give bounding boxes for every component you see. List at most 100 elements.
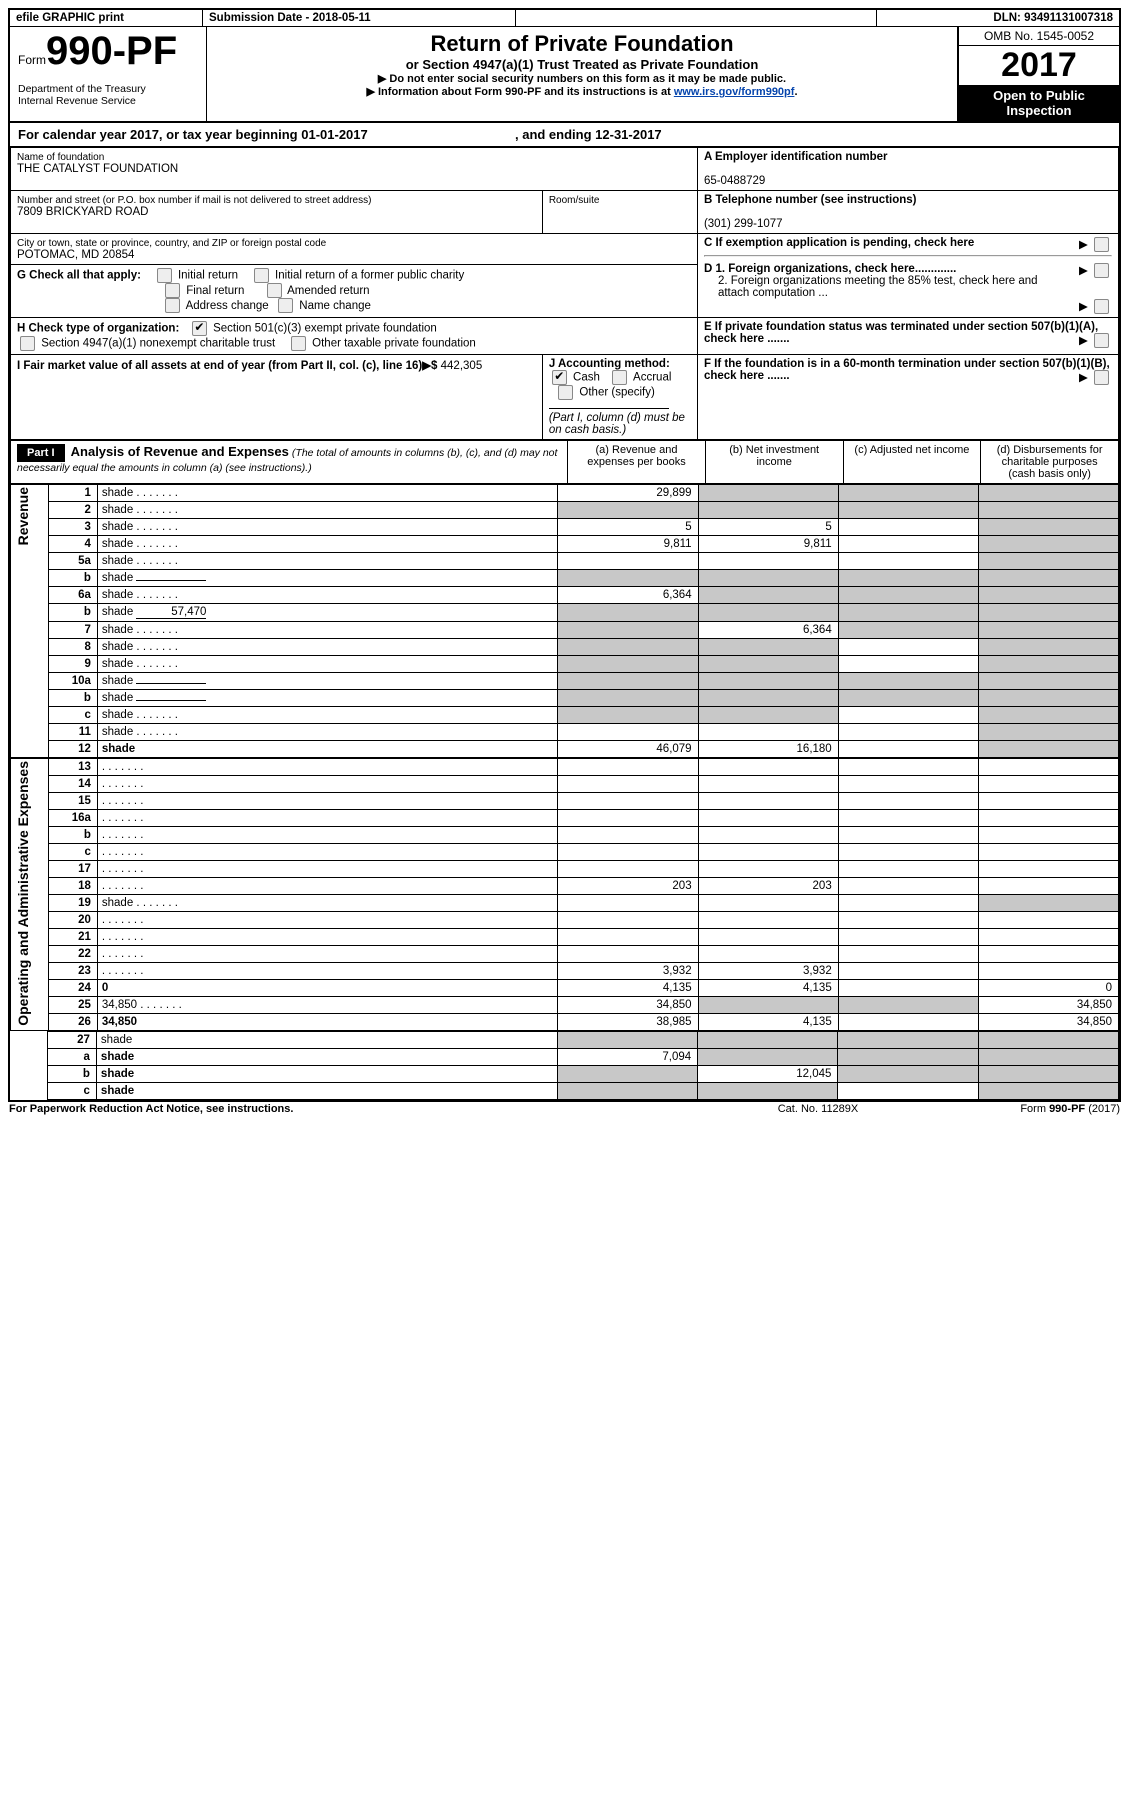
value-cell xyxy=(838,603,978,621)
line-description: . . . . . . . xyxy=(97,826,558,843)
address-change-checkbox[interactable] xyxy=(165,298,180,313)
4947-checkbox[interactable] xyxy=(20,336,35,351)
line-number: 2 xyxy=(49,501,98,518)
line-row: 22 . . . . . . . xyxy=(11,945,1119,962)
amended-checkbox[interactable] xyxy=(267,283,282,298)
accrual-checkbox[interactable] xyxy=(612,370,627,385)
line-number: 17 xyxy=(49,860,98,877)
form-title: Return of Private Foundation xyxy=(215,31,949,57)
value-cell xyxy=(978,1065,1118,1082)
line-row: 8shade . . . . . . . xyxy=(11,638,1119,655)
cash-checkbox[interactable] xyxy=(552,370,567,385)
line-row: 2404,1354,1350 xyxy=(11,979,1119,996)
final-return-checkbox[interactable] xyxy=(165,283,180,298)
line-row: 18 . . . . . . .203203 xyxy=(11,877,1119,894)
line-description: 34,850 . . . . . . . xyxy=(97,996,558,1013)
line-number: a xyxy=(48,1048,97,1065)
value-cell xyxy=(698,996,838,1013)
value-cell xyxy=(838,501,978,518)
line-number: b xyxy=(48,1065,97,1082)
f-checkbox[interactable] xyxy=(1094,370,1109,385)
value-cell xyxy=(838,552,978,569)
value-cell xyxy=(838,792,978,809)
i-fmv-label: I Fair market value of all assets at end… xyxy=(17,360,437,372)
e-checkbox[interactable] xyxy=(1094,333,1109,348)
c-checkbox[interactable] xyxy=(1094,237,1109,252)
value-cell: 7,094 xyxy=(557,1048,697,1065)
line-number: 9 xyxy=(49,655,98,672)
501c3-checkbox[interactable] xyxy=(192,321,207,336)
line-description: shade xyxy=(97,740,558,757)
value-cell xyxy=(978,501,1118,518)
line-number: 23 xyxy=(49,962,98,979)
line-description: shade . . . . . . . xyxy=(97,638,558,655)
value-cell: 203 xyxy=(698,877,838,894)
value-cell xyxy=(978,484,1118,501)
d2-checkbox[interactable] xyxy=(1094,299,1109,314)
line-description: shade . . . . . . . xyxy=(97,535,558,552)
other-method-checkbox[interactable] xyxy=(558,385,573,400)
value-cell xyxy=(978,860,1118,877)
other-taxable-checkbox[interactable] xyxy=(291,336,306,351)
line-row: Operating and Administrative Expenses13 … xyxy=(11,758,1119,775)
line-row: 5ashade . . . . . . . xyxy=(11,552,1119,569)
initial-public-checkbox[interactable] xyxy=(254,268,269,283)
line-row: c . . . . . . . xyxy=(11,843,1119,860)
value-cell xyxy=(698,603,838,621)
value-cell xyxy=(558,843,698,860)
value-cell xyxy=(558,809,698,826)
line-description: shade xyxy=(96,1031,557,1048)
col-c-header: (c) Adjusted net income xyxy=(843,440,981,483)
line-description: . . . . . . . xyxy=(97,792,558,809)
line-description: 0 xyxy=(97,979,558,996)
line-number: 25 xyxy=(49,996,98,1013)
line-row: 11shade . . . . . . . xyxy=(11,723,1119,740)
value-cell: 6,364 xyxy=(698,621,838,638)
line-row: 4shade . . . . . . .9,8119,811 xyxy=(11,535,1119,552)
telephone: (301) 299-1077 xyxy=(704,218,783,230)
line-row: 2634,85038,9854,13534,850 xyxy=(11,1013,1119,1030)
e-label: E If private foundation status was termi… xyxy=(704,321,1098,345)
value-cell xyxy=(698,1031,838,1048)
value-cell xyxy=(558,552,698,569)
revenue-table: Revenue1shade . . . . . . .29,8992shade … xyxy=(10,484,1119,758)
form-990pf: efile GRAPHIC print Submission Date - 20… xyxy=(8,8,1121,1102)
value-cell xyxy=(698,809,838,826)
value-cell xyxy=(698,843,838,860)
line-description: 34,850 xyxy=(97,1013,558,1030)
value-cell xyxy=(978,945,1118,962)
form-reference: Form 990-PF (2017) xyxy=(919,1102,1121,1116)
name-label: Name of foundation xyxy=(17,152,104,163)
value-cell xyxy=(558,758,698,775)
value-cell: 46,079 xyxy=(558,740,698,757)
efile-print: efile GRAPHIC print xyxy=(9,9,203,27)
value-cell xyxy=(698,860,838,877)
value-cell xyxy=(978,792,1118,809)
line-number: 7 xyxy=(49,621,98,638)
value-cell xyxy=(838,860,978,877)
value-cell xyxy=(838,843,978,860)
value-cell xyxy=(978,740,1118,757)
value-cell xyxy=(838,740,978,757)
line-description: . . . . . . . xyxy=(97,843,558,860)
initial-return-checkbox[interactable] xyxy=(157,268,172,283)
line-description: . . . . . . . xyxy=(97,809,558,826)
name-change-checkbox[interactable] xyxy=(278,298,293,313)
value-cell xyxy=(978,1031,1118,1048)
d1-checkbox[interactable] xyxy=(1094,263,1109,278)
value-cell xyxy=(978,894,1118,911)
value-cell xyxy=(838,826,978,843)
line-row: 2shade . . . . . . . xyxy=(11,501,1119,518)
value-cell xyxy=(558,928,698,945)
summary-table: 27shadeashade7,094bshade12,045cshade xyxy=(10,1031,1119,1100)
value-cell xyxy=(838,586,978,603)
g-label: G Check all that apply: xyxy=(17,270,141,282)
value-cell xyxy=(838,638,978,655)
value-cell xyxy=(978,586,1118,603)
value-cell xyxy=(558,569,698,586)
value-cell xyxy=(838,877,978,894)
line-number: 4 xyxy=(49,535,98,552)
line-row: 12shade46,07916,180 xyxy=(11,740,1119,757)
irs-link[interactable]: www.irs.gov/form990pf xyxy=(674,86,795,98)
line-description: shade . . . . . . . xyxy=(97,552,558,569)
